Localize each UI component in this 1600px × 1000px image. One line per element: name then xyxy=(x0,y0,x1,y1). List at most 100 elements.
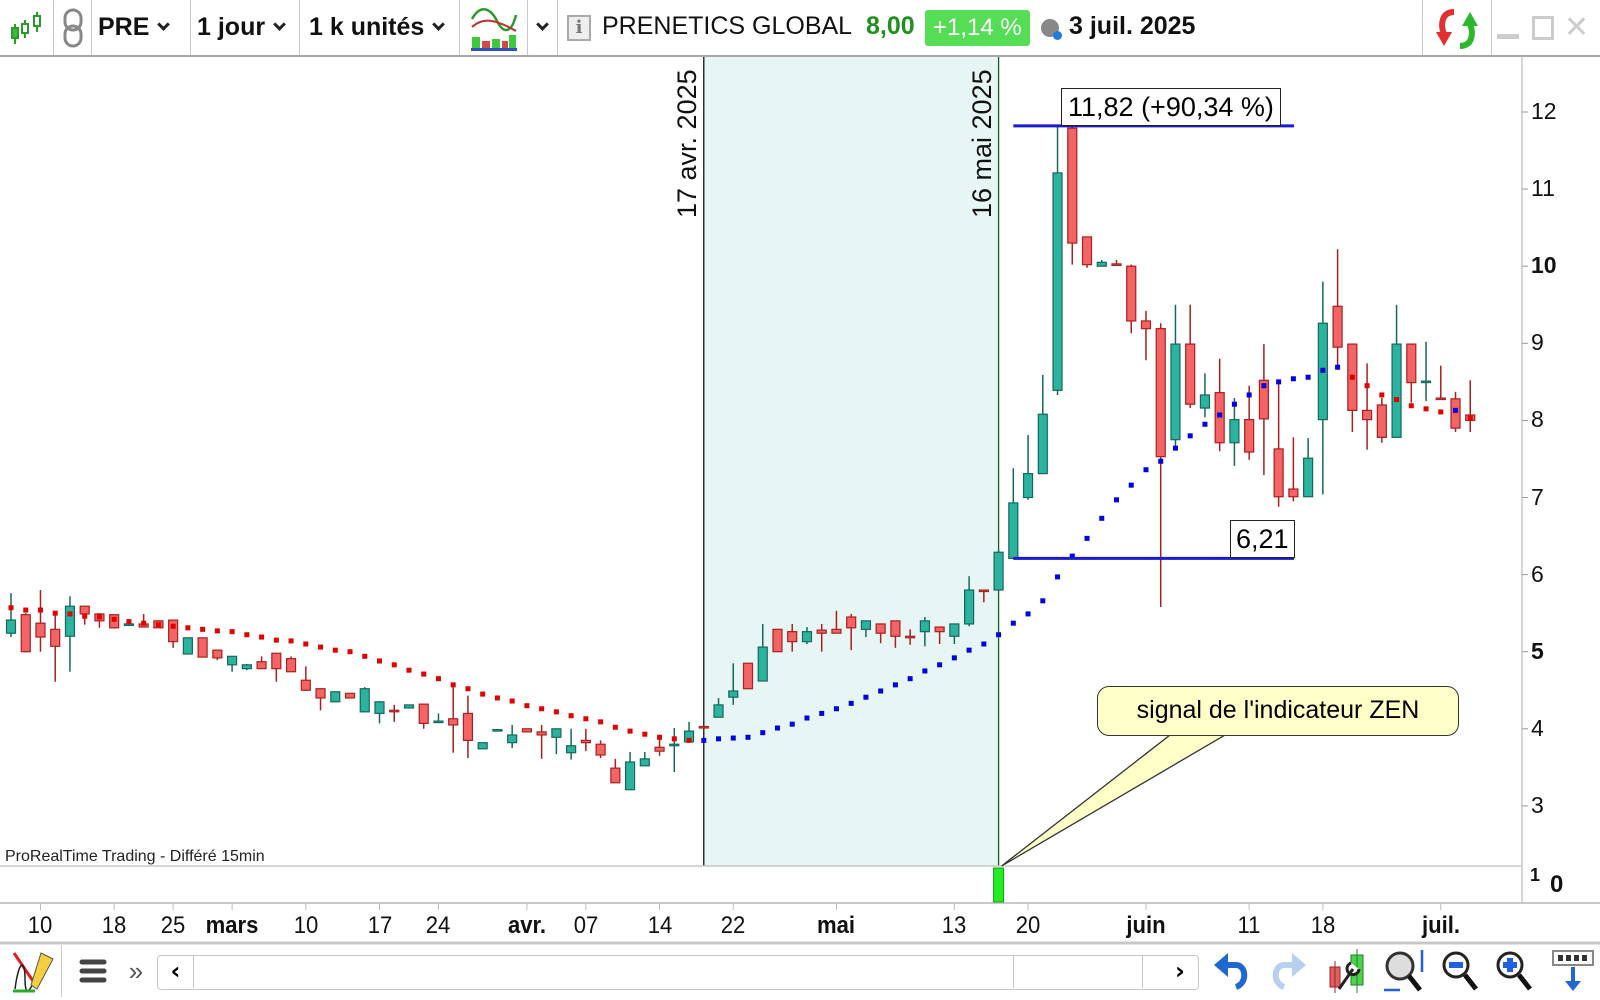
candlestick-icon xyxy=(10,11,41,44)
redo-arrow-icon xyxy=(1272,953,1306,990)
candle-down xyxy=(1081,236,1093,266)
sar-dot xyxy=(155,622,161,628)
candle-down xyxy=(1435,397,1446,401)
chart-properties-button[interactable] xyxy=(1325,945,1371,997)
sar-dot xyxy=(37,607,43,613)
sar-dot xyxy=(1217,412,1223,418)
date-axis-label: juin xyxy=(1126,912,1166,939)
sar-dot xyxy=(67,611,73,617)
callout-pointer xyxy=(1001,734,1228,867)
minimize-button[interactable] xyxy=(1497,34,1519,39)
sar-dot xyxy=(848,700,854,706)
sar-dot xyxy=(96,614,102,620)
candle-down xyxy=(1111,263,1122,266)
zoom-fit-icon xyxy=(1384,950,1424,992)
candle-up xyxy=(1199,394,1211,409)
sar-dot xyxy=(23,607,29,613)
date-axis-label: avr. xyxy=(507,912,546,939)
zoom-in-button[interactable] xyxy=(1492,945,1536,997)
candle-down xyxy=(285,658,297,673)
wrench-candles-icon xyxy=(1329,949,1364,993)
indicator-axis-label: 1 xyxy=(1530,865,1541,885)
auto-zoom-button[interactable] xyxy=(1381,945,1427,997)
candle-down xyxy=(1258,379,1270,420)
sar-dot xyxy=(1305,374,1311,380)
link-button[interactable] xyxy=(54,0,92,55)
candle-up xyxy=(507,734,518,744)
refresh-arrows-icon xyxy=(1436,8,1478,49)
sar-dot xyxy=(1320,367,1326,373)
undo-button[interactable] xyxy=(1210,945,1254,997)
indicators-button[interactable] xyxy=(460,0,528,55)
pencil-drawing-icon xyxy=(12,952,54,993)
candle-down xyxy=(787,631,798,643)
scrollbar-thumb[interactable] xyxy=(1013,956,1143,988)
refresh-button[interactable] xyxy=(1422,0,1492,55)
redo-button[interactable] xyxy=(1266,945,1310,997)
sar-dot xyxy=(819,710,825,716)
candle-up xyxy=(492,728,503,732)
sar-dot xyxy=(303,641,309,647)
candle-down xyxy=(168,619,179,643)
expand-chevrons-icon[interactable]: » xyxy=(128,955,144,986)
sar-dot xyxy=(288,638,294,644)
candle-down xyxy=(1273,448,1284,498)
candle-up xyxy=(5,619,17,634)
date-axis-label: mai xyxy=(817,912,856,939)
toolbar-header: PRE 1 jour 1 k unités i PRENETICS GLOBAL… xyxy=(0,0,1600,57)
zoom-out-button[interactable] xyxy=(1438,945,1482,997)
indicators-dropdown[interactable] xyxy=(528,0,558,55)
candle-up xyxy=(669,743,680,747)
price-axis-label: 3 xyxy=(1531,791,1544,818)
sar-dot xyxy=(52,610,58,616)
units-dropdown[interactable]: 1 k unités xyxy=(300,0,460,55)
zoom-in-icon xyxy=(1496,951,1532,991)
candle-up xyxy=(801,631,813,643)
scroll-left-button[interactable]: ‹ xyxy=(158,956,194,988)
date-axis-label: 14 xyxy=(647,912,672,939)
candle-down xyxy=(315,688,326,699)
candle-down xyxy=(197,637,208,658)
candle-up xyxy=(359,688,370,713)
candle-down xyxy=(698,725,709,729)
period-dropdown[interactable]: 1 jour xyxy=(191,0,300,55)
candle-down xyxy=(1126,265,1137,322)
candle-up xyxy=(182,637,193,655)
candle-up xyxy=(1052,172,1063,391)
undo-arrow-icon xyxy=(1214,953,1248,990)
chain-link-icon xyxy=(63,8,82,47)
more-bars-button[interactable] xyxy=(1550,945,1596,997)
sar-dot xyxy=(951,655,957,661)
candle-down xyxy=(1067,127,1078,244)
candle-down xyxy=(978,589,989,593)
sar-dot xyxy=(892,682,898,688)
menu-button[interactable] xyxy=(76,945,110,997)
close-button[interactable]: ✕ xyxy=(1564,11,1590,44)
candle-up xyxy=(551,728,562,738)
sar-dot xyxy=(1453,407,1459,413)
date-axis-label: 11 xyxy=(1237,912,1261,939)
chart-type-button[interactable] xyxy=(0,0,54,55)
price-axis-label: 11 xyxy=(1531,175,1555,202)
date-axis-label: 24 xyxy=(426,912,451,939)
candle-down xyxy=(1288,488,1299,498)
maximize-button[interactable] xyxy=(1532,16,1554,40)
sar-dot xyxy=(421,671,427,677)
sar-dot xyxy=(642,731,648,737)
sar-dot xyxy=(1099,515,1105,521)
candle-down xyxy=(344,692,356,699)
sar-dot xyxy=(170,623,176,629)
drawing-tools-button[interactable] xyxy=(6,945,62,997)
info-icon[interactable]: i xyxy=(567,15,591,41)
price-axis-label: 9 xyxy=(1531,329,1544,356)
candle-down xyxy=(79,605,90,615)
keyboard-down-icon xyxy=(1552,950,1594,991)
symbol-dropdown[interactable]: PRE xyxy=(92,0,191,55)
scroll-right-button[interactable]: › xyxy=(1175,957,1185,985)
candle-down xyxy=(1450,398,1461,429)
candle-down xyxy=(448,718,459,726)
sar-dot xyxy=(686,737,692,743)
time-scrollbar[interactable]: ‹ › xyxy=(157,955,1199,990)
sar-dot xyxy=(1408,403,1414,409)
